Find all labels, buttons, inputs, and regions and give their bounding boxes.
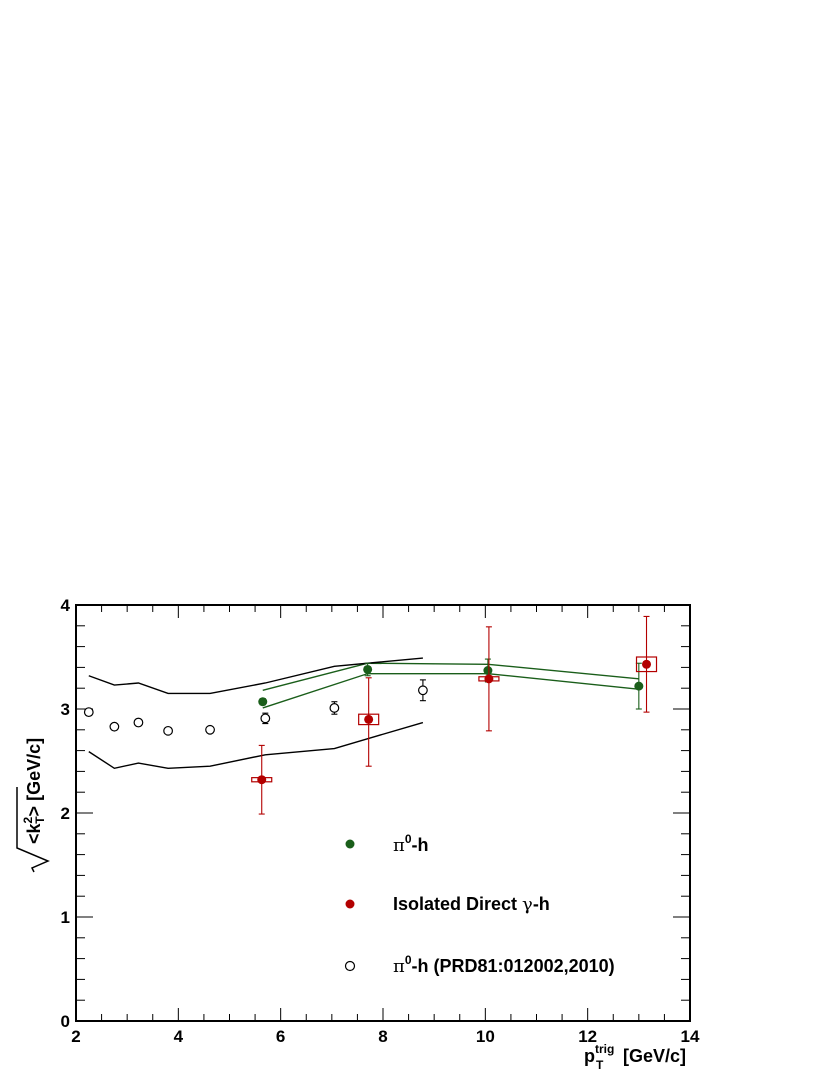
data-point [109, 721, 120, 732]
data-point [329, 703, 340, 713]
x-axis-title: ptrig T [GeV/c] [584, 1042, 686, 1072]
x-tick-label: 2 [71, 1027, 80, 1046]
band-line [88, 657, 423, 695]
data-point [642, 659, 652, 669]
data-marks [83, 615, 658, 815]
data-point [260, 713, 271, 724]
band-line [262, 662, 639, 691]
x-axis-title-sup: trig [595, 1042, 614, 1056]
data-point [163, 725, 174, 736]
x-axis-title-unit: [GeV/c] [623, 1046, 686, 1066]
legend-label-pi0h: π0-h [393, 832, 429, 856]
y-axis-title-open: <k [24, 822, 44, 844]
legend-label-pi0h-prd: π0-h (PRD81:012002,2010) [393, 953, 615, 977]
y-tick-label: 2 [61, 804, 70, 823]
y-axis-title-sup: 2 [21, 816, 35, 823]
data-point [258, 697, 268, 707]
legend-label-direct-gamma: Isolated Direct γ-h [393, 894, 550, 915]
x-tick-label: 6 [276, 1027, 285, 1046]
x-tick-label: 8 [378, 1027, 387, 1046]
x-axis-title-base: p [584, 1046, 595, 1066]
bands [88, 657, 639, 770]
sys-box [635, 656, 658, 673]
sys-box [358, 713, 380, 726]
x-axis-title-sub: T [596, 1058, 604, 1072]
data-point [257, 775, 267, 785]
y-tick-label: 4 [61, 596, 71, 615]
x-tick-label: 10 [476, 1027, 495, 1046]
legend-marker-pi0h [345, 839, 355, 849]
legend-marker-direct-gamma [345, 899, 355, 909]
data-point [484, 674, 494, 684]
band-line [88, 721, 424, 770]
data-point [364, 714, 374, 724]
data-point [363, 664, 373, 674]
y-tick-label: 1 [61, 908, 70, 927]
x-tick-label: 12 [578, 1027, 597, 1046]
legend-marker-pi0h-prd [344, 960, 356, 972]
data-point [83, 707, 94, 718]
sqrt-sign-icon [16, 787, 50, 873]
x-tick-label: 14 [681, 1027, 700, 1046]
data-point [133, 717, 144, 728]
data-point [634, 681, 644, 691]
y-axis-title: <k2T> [GeV/c] [16, 738, 50, 873]
y-axis-title-close: > [GeV/c] [24, 738, 44, 817]
data-point [483, 666, 493, 676]
data-point [205, 724, 215, 735]
legend: π0-h Isolated Direct γ-h π0-h (PRD81:012… [344, 832, 615, 977]
y-tick-label: 0 [61, 1012, 70, 1031]
svg-text:<k2T> [GeV/c]: <k2T> [GeV/c] [21, 738, 47, 844]
y-axis-title-sub: T [33, 816, 47, 824]
data-point [418, 685, 428, 696]
y-tick-label: 3 [61, 700, 70, 719]
band-line [262, 672, 639, 709]
x-tick-label: 4 [174, 1027, 184, 1046]
